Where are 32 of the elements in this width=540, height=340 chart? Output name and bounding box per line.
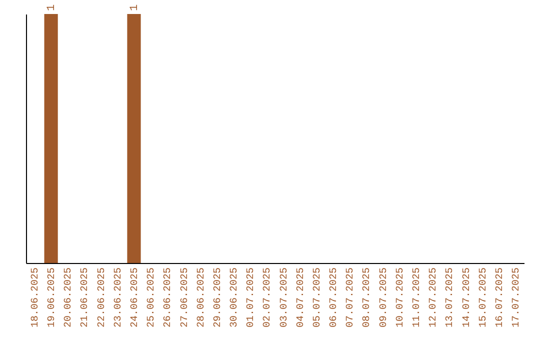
x-tick-label: 24.06.2025: [130, 268, 141, 328]
x-tick-label: 18.06.2025: [30, 268, 42, 328]
x-tick-label: 21.06.2025: [80, 268, 92, 328]
x-tick-label: 23.06.2025: [113, 268, 124, 328]
data-label: 1: [46, 4, 58, 11]
x-tick-label: 12.07.2025: [428, 268, 440, 328]
x-tick-label: 20.06.2025: [64, 268, 75, 328]
x-tick-label: 02.07.2025: [262, 268, 274, 328]
x-tick-label: 11.07.2025: [412, 268, 424, 328]
x-tick-label: 19.06.2025: [47, 268, 58, 328]
x-tick-label: 01.07.2025: [246, 268, 258, 328]
x-tick-label: 22.06.2025: [96, 268, 108, 328]
x-tick-label: 16.07.2025: [494, 268, 506, 328]
x-tick-label: 13.07.2025: [445, 268, 456, 328]
x-tick-label: 25.06.2025: [146, 268, 158, 328]
x-tick-label: 05.07.2025: [312, 268, 324, 328]
x-tick-label: 30.06.2025: [230, 268, 241, 328]
x-tick-label: 06.07.2025: [329, 268, 340, 328]
data-label: 1: [128, 4, 141, 11]
x-tick-label: 10.07.2025: [395, 268, 406, 328]
x-tick-label: 14.07.2025: [462, 268, 473, 328]
x-tick-label: 15.07.2025: [478, 268, 490, 328]
x-tick-label: 08.07.2025: [362, 268, 374, 328]
x-tick-label: 28.06.2025: [196, 268, 208, 328]
x-tick-label: 26.06.2025: [163, 268, 174, 328]
x-tick-label: 03.07.2025: [279, 268, 290, 328]
x-tick-label: 04.07.2025: [296, 268, 307, 328]
x-tick-label: 09.07.2025: [378, 268, 390, 328]
x-tick-label: 17.07.2025: [512, 268, 523, 328]
x-tick-label: 27.06.2025: [180, 268, 191, 328]
x-tick-label: 07.07.2025: [346, 268, 357, 328]
x-tick-label: 29.06.2025: [212, 268, 224, 328]
